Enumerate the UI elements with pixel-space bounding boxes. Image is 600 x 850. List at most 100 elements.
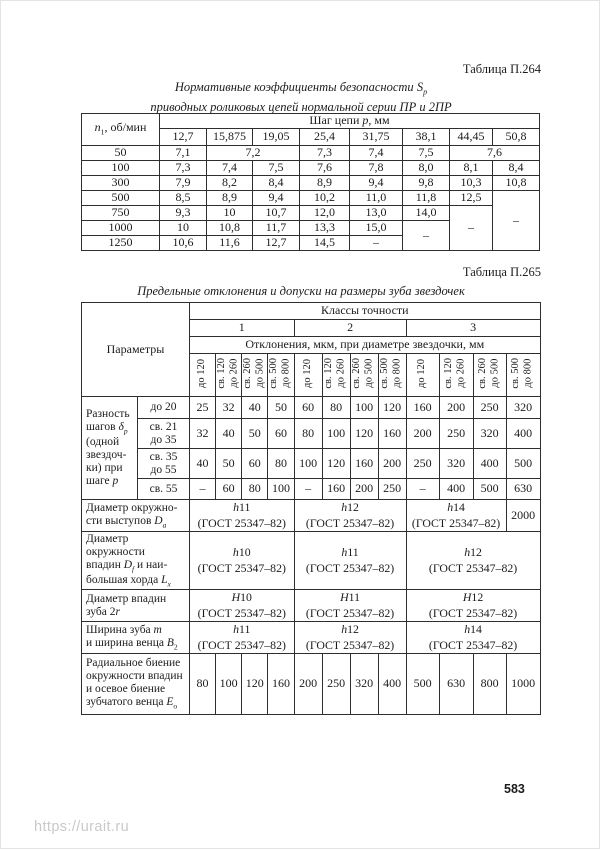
t2-tolerance-cell: h14 (ГОСТ 25347–82) (405, 621, 541, 655)
t1-cell: 8,2 (206, 175, 253, 191)
t2-tolerance-cell: h11 (ГОСТ 25347–82) (189, 621, 295, 655)
t2-value-cell: 2000 (505, 499, 541, 532)
t2-value-cell: 200 (377, 448, 407, 479)
t2-diameter-col: св. 260 до 500 (472, 353, 507, 397)
t2-value-cell: 120 (349, 418, 379, 449)
t2-value-cell: 50 (214, 448, 243, 479)
t2-row-runout: Радиальное биение окружности впадин и осев… (81, 653, 541, 716)
t1-row: 500 8,5 8,9 9,4 10,2 11,0 11,8 12,5 – (81, 190, 540, 251)
table1-title: Нормативные коэффициенты безопасности Sp… (150, 80, 452, 114)
t2-value-cell: 200 (349, 478, 379, 500)
t2-diameter-col: до 120 (189, 353, 216, 397)
t2-value-cell: 250 (472, 396, 507, 419)
t1-cell: 11,0 (349, 190, 403, 206)
t2-diameter-row: до 120 св. 120 до 260 св. 260 до 500 св. 5… (82, 353, 541, 397)
t2-diameter-col: св. 500 до 800 (377, 353, 407, 397)
t1-pitch-cell: 38,1 (402, 128, 450, 146)
t2-value-cell: 32 (214, 396, 243, 419)
t2-diameter-col: св. 120 до 260 (321, 353, 351, 397)
t2-diameter-col: св. 500 до 800 (505, 353, 541, 397)
t1-cell: 7,3 (299, 145, 350, 161)
t1-cell: – (449, 205, 493, 251)
t2-diameter-col-label: св. 260 до 500 (476, 357, 501, 389)
t2-value-cell: 80 (321, 396, 351, 419)
t2-row-pitch-diff: св. 55 – 60 80 100 – 160 200 250 – 400 5… (82, 478, 541, 500)
t2-value-cell: 250 (321, 653, 351, 716)
t1-rpm-cell: 750 (81, 205, 160, 221)
t1-cell: 7,8 (349, 160, 403, 176)
t2-value-cell: 630 (505, 478, 541, 500)
t2-value-cell: 80 (293, 418, 323, 449)
t2-diameter-col-label: св. 500 до 800 (268, 357, 292, 389)
t1-cell: 12,7 (252, 235, 300, 251)
t2-range-cell: св. 21 до 35 (137, 418, 190, 449)
t2-class-row: 1 2 3 (82, 319, 541, 337)
t1-pitch-row: 12,7 15,875 19,05 25,4 31,75 38,1 44,45 … (82, 128, 540, 146)
t1-cell: 14,0 (402, 205, 450, 221)
t2-value-cell: 60 (241, 448, 269, 479)
t2-diameter-col-label: св. 120 до 260 (443, 357, 468, 389)
t2-value-cell: 100 (267, 478, 295, 500)
t1-cell: 7,2 (206, 145, 300, 161)
t2-value-cell: 250 (377, 478, 407, 500)
t2-diameter-col: до 120 (405, 353, 440, 397)
t1-cell: 14,5 (299, 235, 350, 251)
t2-tolerance-cell: h11 (ГОСТ 25347–82) (189, 499, 295, 532)
t2-value-cell: 160 (321, 478, 351, 500)
t2-value-cell: 120 (241, 653, 269, 716)
tooth-tolerances-table: Параметры Классы точности 1 2 3 Отклонен… (81, 302, 541, 716)
t2-value-cell: 40 (189, 448, 216, 479)
t2-diameter-col-label: св. 260 до 500 (242, 357, 266, 389)
t2-value-cell: 1000 (505, 653, 541, 716)
t2-value-cell: 100 (293, 448, 323, 479)
t1-cell: 10,6 (159, 235, 207, 251)
t2-value-cell: 100 (321, 418, 351, 449)
t1-row: 1250 10,6 11,6 12,7 14,5 – (81, 235, 540, 251)
t2-value-cell: 60 (214, 478, 243, 500)
t2-value-cell: 320 (438, 448, 474, 479)
t1-cell: 7,6 (299, 160, 350, 176)
t2-deviations-header: Отклонения, мкм, при диаметре звездочки,… (189, 336, 541, 354)
t2-diameter-col-label: до 120 (416, 358, 428, 388)
t2-tolerance-cell: H10 (ГОСТ 25347–82) (189, 589, 295, 623)
t1-cell: – (402, 220, 450, 251)
t1-row: 750 9,3 10 10,7 12,0 13,0 14,0 – (81, 205, 540, 251)
t2-value-cell: 60 (267, 418, 295, 449)
t1-cell: 10,2 (299, 190, 350, 206)
t2-diameter-col: до 120 (293, 353, 323, 397)
table2-title: Предельные отклонения и допуски на разме… (137, 284, 465, 298)
t2-value-cell: 200 (438, 396, 474, 419)
t1-cell: 12,0 (299, 205, 350, 221)
table1-caption: Таблица П.264 (462, 62, 541, 76)
t1-cell: 8,5 (159, 190, 207, 206)
t1-cell: – (349, 235, 403, 251)
t1-pitch-cell: 19,05 (252, 128, 300, 146)
t1-rpm-cell: 1250 (81, 235, 160, 251)
t2-diameter-col-label: св. 260 до 500 (351, 357, 376, 389)
t2-value-cell: – (189, 478, 216, 500)
t2-row-root-diameter: Диаметр окружности впадин Df и наи-больша… (81, 530, 541, 591)
t1-cell: 9,8 (402, 175, 450, 191)
t2-diameter-col: св. 120 до 260 (214, 353, 243, 397)
t1-rpm-cell: 50 (81, 145, 160, 161)
t1-cell: 9,4 (252, 190, 300, 206)
t1-cell: 15,0 (349, 220, 403, 236)
t2-class-cell: 1 (189, 319, 295, 337)
t1-row: 300 7,9 8,2 8,4 8,9 9,4 9,8 10,3 10,8 (81, 175, 540, 191)
t2-range-cell: св. 55 (137, 478, 190, 500)
t2-value-cell: – (293, 478, 323, 500)
t2-root-radius-label: Диаметр впадин зуба 2r (81, 589, 190, 623)
t2-value-cell: 400 (377, 653, 407, 716)
t1-cell: 11,7 (252, 220, 300, 236)
t2-accuracy-header: Классы точности (189, 302, 541, 320)
t2-value-cell: 400 (472, 448, 507, 479)
page-number: 583 (504, 782, 525, 796)
t1-cell: – (492, 190, 540, 251)
t2-diameter-col-label: св. 120 до 260 (216, 357, 240, 389)
t1-cell: 7,5 (252, 160, 300, 176)
t1-pitch-header: Шаг цепи p, мм (159, 113, 540, 129)
t2-diameter-col: св. 260 до 500 (241, 353, 269, 397)
t2-value-cell: 80 (189, 653, 216, 716)
t1-cell: 10,3 (449, 175, 493, 191)
